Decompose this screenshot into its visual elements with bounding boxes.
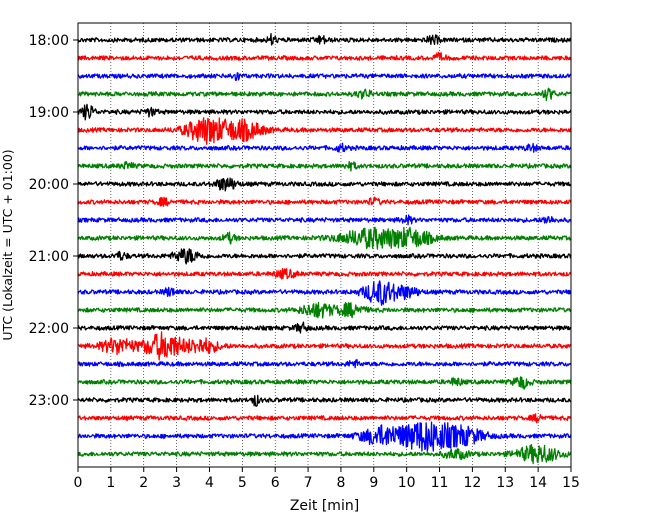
x-axis-label: Zeit [min] (290, 498, 359, 514)
y-tick-label: 20:00 (29, 177, 69, 193)
x-tick-label: 14 (529, 475, 547, 491)
trace-2045 (77, 226, 572, 250)
x-tick-label: 9 (369, 475, 378, 491)
trace-1830 (77, 72, 572, 82)
trace-2200 (77, 321, 572, 334)
trace-1930 (77, 142, 572, 153)
trace-2230 (77, 358, 572, 369)
trace-2300 (77, 394, 572, 407)
x-tick-label: 12 (463, 475, 481, 491)
trace-2245 (77, 376, 572, 390)
y-tick-label: 18:00 (29, 33, 69, 49)
x-axis-ticks: 0 1 2 3 4 5 6 7 8 9 10 11 12 13 14 15 (74, 467, 580, 491)
trace-1945 (77, 160, 572, 172)
trace-2330 (77, 421, 572, 452)
y-tick-label: 21:00 (29, 249, 69, 265)
trace-1900 (77, 103, 572, 121)
vertical-grid (110, 23, 539, 467)
trace-1845 (77, 87, 572, 102)
y-axis-label: UTC (Lokalzeit = UTC + 01:00) (0, 149, 15, 340)
y-tick-label: 22:00 (29, 321, 69, 337)
trace-1815 (77, 51, 572, 61)
trace-2345 (77, 443, 572, 465)
x-tick-label: 0 (74, 475, 83, 491)
x-tick-label: 2 (139, 475, 148, 491)
y-tick-label: 23:00 (29, 393, 69, 409)
trace-group (77, 33, 572, 465)
trace-2000 (77, 177, 572, 192)
trace-2115 (77, 267, 572, 280)
x-tick-label: 11 (431, 475, 449, 491)
trace-2130 (77, 280, 572, 306)
trace-1915 (77, 117, 572, 145)
x-tick-label: 10 (398, 475, 416, 491)
plot-frame (77, 22, 572, 468)
x-tick-label: 5 (238, 475, 247, 491)
x-tick-label: 7 (304, 475, 313, 491)
y-axis-ticks: 18:00 19:00 20:00 21:00 22:00 23:00 (29, 33, 78, 409)
trace-2215 (77, 331, 572, 361)
trace-2315 (77, 413, 572, 424)
x-tick-label: 6 (271, 475, 280, 491)
x-tick-label: 15 (562, 475, 580, 491)
y-tick-label: 19:00 (29, 105, 69, 121)
trace-2100 (77, 248, 572, 265)
x-tick-label: 1 (106, 475, 115, 491)
x-tick-label: 3 (172, 475, 181, 491)
x-tick-label: 4 (205, 475, 214, 491)
trace-2030 (77, 214, 572, 226)
trace-2145 (77, 301, 572, 319)
x-tick-label: 8 (336, 475, 345, 491)
trace-2015 (77, 196, 572, 207)
x-tick-label: 13 (496, 475, 514, 491)
trace-1800 (77, 33, 572, 46)
